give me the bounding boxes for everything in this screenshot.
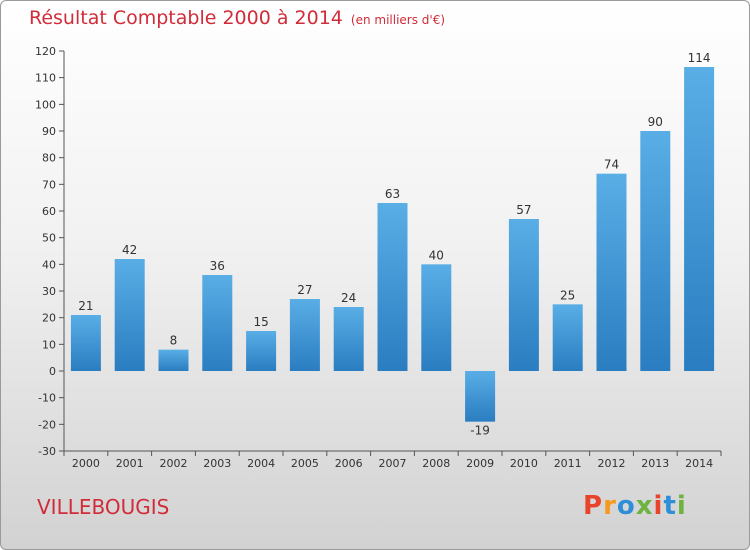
- chart-value-labels: 21 42 8 36 15 27 24 63 40 -19 57 25 74 90 114: [78, 51, 710, 438]
- bar-2014: [684, 67, 715, 371]
- x-tick-label: 2012: [598, 457, 626, 470]
- value-label-2004: 15: [253, 315, 268, 329]
- value-label-2006: 24: [341, 291, 356, 305]
- y-tick-label: 80: [42, 152, 56, 165]
- logo-letter: P: [583, 491, 604, 521]
- x-tick-label: 2002: [160, 457, 188, 470]
- bar-2008: [421, 264, 452, 371]
- value-label-2008: 40: [429, 248, 444, 262]
- logo-letter: i: [653, 491, 664, 521]
- x-tick-label: 2008: [422, 457, 450, 470]
- logo-letter: t: [663, 491, 677, 521]
- y-tick-label: -20: [38, 418, 56, 431]
- logo-letter: i: [676, 491, 687, 521]
- chart-axes: -30 -20 -10 0 10 20 30 40 50 60 70 80 90 100 110 120 200…: [35, 45, 722, 470]
- y-tick-label: 40: [42, 258, 56, 271]
- y-tick-label: 50: [42, 232, 56, 245]
- value-label-2013: 90: [648, 115, 663, 129]
- value-label-2000: 21: [78, 299, 93, 313]
- y-tick-label: -10: [38, 392, 56, 405]
- x-tick-label: 2001: [116, 457, 144, 470]
- value-label-2012: 74: [604, 158, 619, 172]
- x-tick-label: 2005: [291, 457, 319, 470]
- y-tick-label: 30: [42, 285, 56, 298]
- x-tick-label: 2013: [641, 457, 669, 470]
- value-label-2005: 27: [297, 283, 312, 297]
- chart-subtitle: (en milliers d'€): [350, 13, 446, 27]
- chart-bars: [70, 67, 715, 422]
- chart-title: Résultat Comptable 2000 à 2014 (en millie…: [29, 7, 445, 29]
- value-label-2003: 36: [210, 259, 225, 273]
- bar-2001: [114, 259, 145, 371]
- x-tick-label: 2000: [72, 457, 100, 470]
- y-tick-label: 20: [42, 312, 56, 325]
- value-label-2009: -19: [470, 424, 490, 438]
- y-tick-label: 60: [42, 205, 56, 218]
- x-tick-label: 2010: [510, 457, 538, 470]
- bar-2013: [640, 131, 671, 371]
- commune-name: VILLEBOUGIS: [37, 495, 170, 519]
- logo-letter: x: [635, 491, 654, 521]
- bar-2007: [377, 203, 408, 371]
- value-label-2002: 8: [170, 334, 178, 348]
- y-tick-label: -30: [38, 445, 56, 458]
- bar-2011: [552, 304, 583, 371]
- value-label-2014: 114: [688, 51, 711, 65]
- y-tick-label: 120: [35, 45, 56, 58]
- x-tick-label: 2004: [247, 457, 275, 470]
- chart-title-text: Résultat Comptable 2000 à 2014: [29, 7, 343, 29]
- y-tick-label: 70: [42, 178, 56, 191]
- x-tick-label: 2003: [203, 457, 231, 470]
- value-label-2007: 63: [385, 187, 400, 201]
- x-tick-label: 2014: [685, 457, 713, 470]
- x-tick-label: 2009: [466, 457, 494, 470]
- x-tick-label: 2011: [554, 457, 582, 470]
- x-tick-label: 2006: [335, 457, 363, 470]
- y-tick-label: 110: [35, 72, 56, 85]
- y-tick-label: 100: [35, 98, 56, 111]
- x-tick-label: 2007: [379, 457, 407, 470]
- logo-letter: r: [603, 491, 617, 521]
- bar-2005: [289, 299, 320, 371]
- bar-2009: [465, 371, 496, 422]
- bar-2004: [246, 331, 277, 371]
- bar-2002: [158, 349, 189, 371]
- value-label-2011: 25: [560, 288, 575, 302]
- bar-2006: [333, 307, 364, 371]
- logo-letter: o: [616, 491, 636, 521]
- value-label-2001: 42: [122, 243, 137, 257]
- bar-2000: [70, 315, 101, 371]
- proxiti-logo: Proxiti: [583, 491, 687, 521]
- bar-2003: [202, 275, 233, 371]
- y-tick-label: 0: [49, 365, 56, 378]
- y-tick-label: 90: [42, 125, 56, 138]
- bar-2010: [508, 219, 539, 371]
- bar-2012: [596, 173, 627, 371]
- y-tick-label: 10: [42, 338, 56, 351]
- value-label-2010: 57: [516, 203, 531, 217]
